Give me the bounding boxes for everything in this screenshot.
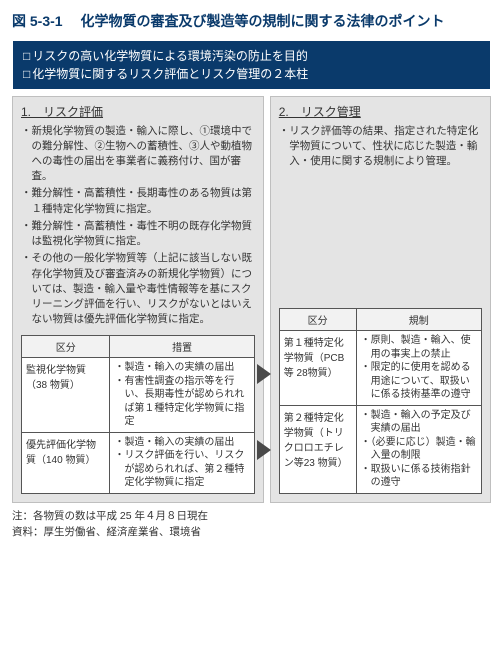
assessment-panel: 1. リスク評価 新規化学物質の製造・輸入に際し、①環境中での難分解性、②生物へ… — [12, 96, 264, 503]
management-bullet: リスク評価等の結果、指定された特定化学物質について、性状に応じた製造・輸入・使用… — [279, 124, 482, 170]
table-row: 第２種特定化学物質（トリクロロエチレン等23 物質） 製造・輸入の予定及び実績の… — [279, 405, 481, 493]
regulation-item: 原則、製造・輸入、使用の事実上の禁止 — [361, 334, 477, 361]
purpose-line-2: 化学物質に関するリスク評価とリスク管理の２本柱 — [23, 65, 480, 83]
figure-label: 図 5-3-1 — [12, 13, 63, 29]
purpose-box: リスクの高い化学物質による環境汚染の防止を目的 化学物質に関するリスク評価とリス… — [12, 40, 491, 90]
assessment-bullet: 難分解性・高蓄積性・毒性不明の既存化学物質は監視化学物質に指定。 — [21, 219, 255, 249]
measure-item: 製造・輸入の実績の届出 — [114, 361, 249, 375]
th-category: 区分 — [279, 309, 356, 331]
footnote-line: 資料：厚生労働省、経済産業省、環境省 — [12, 525, 491, 541]
management-bullets: リスク評価等の結果、指定された特定化学物質について、性状に応じた製造・輸入・使用… — [279, 124, 482, 172]
footnote-line: 注：各物質の数は平成 25 年４月８日現在 — [12, 509, 491, 525]
arrow-icon — [257, 364, 271, 384]
figure-title: 図 5-3-1 化学物質の審査及び製造等の規制に関する法律のポイント — [12, 12, 491, 32]
assessment-bullet: 新規化学物質の製造・輸入に際し、①環境中での難分解性、②生物への蓄積性、③人や動… — [21, 124, 255, 185]
cell-category: 監視化学物質（38 物質） — [22, 358, 110, 433]
columns: 1. リスク評価 新規化学物質の製造・輸入に際し、①環境中での難分解性、②生物へ… — [12, 96, 491, 503]
assessment-table: 区分 措置 監視化学物質（38 物質） 製造・輸入の実績の届出 有害性調査の指示… — [21, 335, 255, 494]
assessment-bullet: 難分解性・高蓄積性・長期毒性のある物質は第１種特定化学物質に指定。 — [21, 186, 255, 216]
th-regulation: 規制 — [356, 309, 481, 331]
measure-item: リスク評価を行い、リスクが認められれば、第２種特定化学物質に指定 — [114, 449, 249, 490]
cell-category: 第１種特定化学物質（PCB 等 28物質） — [279, 331, 356, 406]
footnotes: 注：各物質の数は平成 25 年４月８日現在 資料：厚生労働省、経済産業省、環境省 — [12, 509, 491, 541]
arrow-icon — [257, 440, 271, 460]
table-row: 監視化学物質（38 物質） 製造・輸入の実績の届出 有害性調査の指示等を行い、長… — [22, 358, 255, 433]
cell-regulation: 原則、製造・輸入、使用の事実上の禁止 限定的に使用を認める用途について、取扱いに… — [356, 331, 481, 406]
figure-title-text: 化学物質の審査及び製造等の規制に関する法律のポイント — [80, 13, 444, 29]
cell-category: 優先評価化学物質（140 物質） — [22, 432, 110, 493]
table-row: 第１種特定化学物質（PCB 等 28物質） 原則、製造・輸入、使用の事実上の禁止… — [279, 331, 481, 406]
regulation-item: （必要に応じ）製造・輸入量の制限 — [361, 436, 477, 463]
regulation-item: 限定的に使用を認める用途について、取扱いに係る技術基準の遵守 — [361, 361, 477, 402]
cell-measure: 製造・輸入の実績の届出 有害性調査の指示等を行い、長期毒性が認められれば第１種特… — [110, 358, 254, 433]
regulation-item: 取扱いに係る技術指針の遵守 — [361, 463, 477, 490]
th-category: 区分 — [22, 336, 110, 358]
cell-measure: 製造・輸入の実績の届出 リスク評価を行い、リスクが認められれば、第２種特定化学物… — [110, 432, 254, 493]
measure-item: 有害性調査の指示等を行い、長期毒性が認められれば第１種特定化学物質に指定 — [114, 375, 249, 429]
assessment-bullets: 新規化学物質の製造・輸入に際し、①環境中での難分解性、②生物への蓄積性、③人や動… — [21, 124, 255, 330]
cell-regulation: 製造・輸入の予定及び実績の届出 （必要に応じ）製造・輸入量の制限 取扱いに係る技… — [356, 405, 481, 493]
measure-item: 製造・輸入の実績の届出 — [114, 436, 249, 450]
management-panel: 2. リスク管理 リスク評価等の結果、指定された特定化学物質について、性状に応じ… — [270, 96, 491, 503]
th-measure: 措置 — [110, 336, 254, 358]
cell-category: 第２種特定化学物質（トリクロロエチレン等23 物質） — [279, 405, 356, 493]
regulation-item: 製造・輸入の予定及び実績の届出 — [361, 409, 477, 436]
table-row: 優先評価化学物質（140 物質） 製造・輸入の実績の届出 リスク評価を行い、リス… — [22, 432, 255, 493]
assessment-heading: 1. リスク評価 — [21, 103, 255, 120]
assessment-bullet: その他の一般化学物質等（上記に該当しない既存化学物質及び審査済みの新規化学物質）… — [21, 251, 255, 327]
purpose-line-1: リスクの高い化学物質による環境汚染の防止を目的 — [23, 47, 480, 65]
management-heading: 2. リスク管理 — [279, 103, 482, 120]
management-table: 区分 規制 第１種特定化学物質（PCB 等 28物質） 原則、製造・輸入、使用の… — [279, 308, 482, 494]
